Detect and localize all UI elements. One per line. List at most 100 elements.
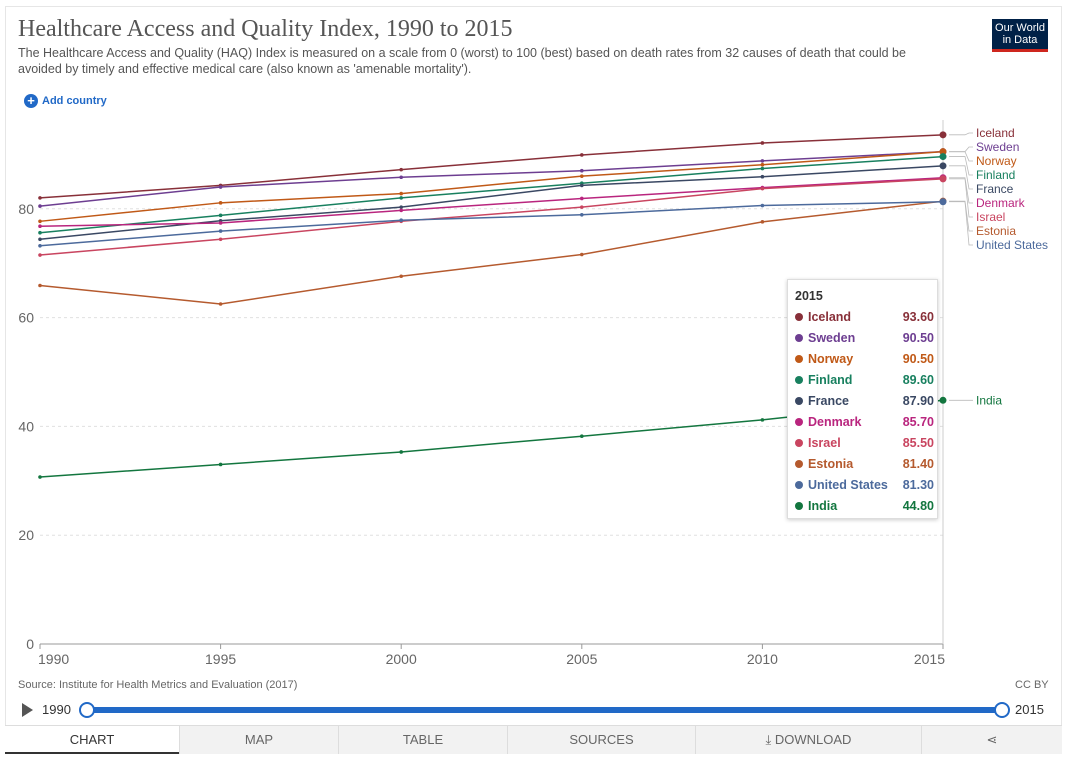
data-point <box>939 148 947 156</box>
tooltip-row: Iceland 93.60 <box>795 308 934 326</box>
data-point <box>38 243 42 248</box>
tooltip-value: 89.60 <box>902 373 934 387</box>
tooltip-row: United States 81.30 <box>795 476 934 494</box>
owid-logo[interactable]: Our World in Data <box>992 19 1048 52</box>
tooltip-name: Israel <box>808 436 841 450</box>
data-point <box>580 205 584 209</box>
data-point <box>399 450 404 454</box>
tooltip-value: 85.70 <box>902 415 934 429</box>
series-line <box>39 150 944 223</box>
y-tick-label: 60 <box>18 310 34 326</box>
license-link[interactable]: CC BY <box>1015 679 1049 691</box>
data-point <box>760 159 765 163</box>
data-point <box>399 274 404 279</box>
logo-line2: in Data <box>1002 34 1038 46</box>
tooltip-dot <box>795 397 803 405</box>
data-point <box>760 418 765 422</box>
data-point <box>399 175 404 180</box>
x-tick-label: 2010 <box>747 651 778 667</box>
data-point <box>580 183 584 188</box>
tooltip-dot <box>795 313 803 321</box>
tooltip-name: Norway <box>808 352 854 366</box>
play-icon[interactable] <box>22 703 33 717</box>
data-point <box>760 166 765 171</box>
tooltip: 2015 Iceland 93.60 Sweden 90.50 Norway 90.50 F… <box>787 279 938 519</box>
data-point <box>38 230 42 235</box>
series-label: United States <box>976 238 1048 252</box>
series-label: Sweden <box>976 140 1019 154</box>
chart-subtitle: The Healthcare Access and Quality (HAQ) … <box>18 46 906 76</box>
download-label: DOWNLOAD <box>774 732 852 747</box>
tooltip-value: 81.30 <box>902 478 934 492</box>
data-point <box>218 302 223 306</box>
tooltip-name: Finland <box>808 373 853 387</box>
x-tick-label: 1995 <box>205 651 236 667</box>
x-tick-label: 1990 <box>38 651 69 667</box>
data-point <box>760 186 765 191</box>
tooltip-row: Estonia 81.40 <box>795 455 934 473</box>
data-point <box>399 196 404 200</box>
data-point <box>760 141 765 145</box>
timeline-track[interactable] <box>86 707 1002 713</box>
series-line <box>39 134 944 199</box>
tab-sources[interactable]: SOURCES <box>507 726 695 754</box>
tooltip-dot <box>795 418 803 426</box>
tooltip-name: United States <box>808 478 888 492</box>
tab-chart[interactable]: CHART <box>5 726 179 754</box>
tooltip-row: Denmark 85.70 <box>795 413 934 431</box>
data-point <box>399 218 404 223</box>
tooltip-value: 90.50 <box>902 352 934 366</box>
tooltip-row: Finland 89.60 <box>795 371 934 389</box>
series-line <box>39 177 944 227</box>
tooltip-dot <box>795 481 803 489</box>
series-label: Denmark <box>976 196 1026 210</box>
add-country-label: Add country <box>42 95 107 107</box>
tooltip-name: Iceland <box>808 310 852 324</box>
data-point <box>399 205 404 209</box>
data-point <box>580 174 584 178</box>
x-tick-label: 2005 <box>566 651 597 667</box>
timeline-start-handle[interactable] <box>79 702 95 718</box>
data-point <box>218 221 223 225</box>
tab-download[interactable]: ⤓ DOWNLOAD <box>695 726 921 754</box>
label-connector <box>949 200 973 232</box>
add-country-button[interactable]: + Add country <box>24 94 107 108</box>
data-point <box>939 162 947 170</box>
tooltip-row: Sweden 90.50 <box>795 329 934 347</box>
tooltip-value: 85.50 <box>902 436 934 450</box>
chart-title: Healthcare Access and Quality Index, 199… <box>18 16 513 42</box>
data-point <box>399 191 404 196</box>
timeline-end-handle[interactable] <box>994 702 1010 718</box>
tab-share[interactable]: ⋖ <box>921 726 1062 754</box>
series-line <box>39 200 944 247</box>
tab-table[interactable]: TABLE <box>338 726 507 754</box>
timeline: 1990 2015 <box>18 700 1053 720</box>
series-line <box>39 155 944 234</box>
x-tick-label: 2000 <box>386 651 417 667</box>
tooltip-value: 44.80 <box>902 499 934 513</box>
tooltip-dot <box>795 502 803 510</box>
data-point <box>38 219 42 224</box>
data-point <box>38 253 42 257</box>
tooltip-value: 87.90 <box>902 394 934 408</box>
timeline-end-label: 2015 <box>1015 702 1044 717</box>
download-icon: ⤓ <box>765 732 775 747</box>
data-point <box>580 434 584 438</box>
logo-line1: Our World <box>995 22 1045 34</box>
tooltip-value: 81.40 <box>902 457 934 471</box>
data-point <box>38 237 42 242</box>
tooltip-row: India 44.80 <box>795 497 934 515</box>
data-point <box>939 153 947 161</box>
tooltip-dot <box>795 376 803 384</box>
label-connector <box>949 165 973 190</box>
data-point <box>939 396 947 404</box>
series-line <box>39 165 944 241</box>
tooltip-name: Sweden <box>808 331 856 345</box>
tab-map[interactable]: MAP <box>179 726 338 754</box>
data-point <box>760 203 765 208</box>
label-connector <box>949 156 973 176</box>
tooltip-dot <box>795 460 803 468</box>
data-point <box>38 224 42 229</box>
tooltip-dot <box>795 439 803 447</box>
label-connector <box>949 132 973 136</box>
